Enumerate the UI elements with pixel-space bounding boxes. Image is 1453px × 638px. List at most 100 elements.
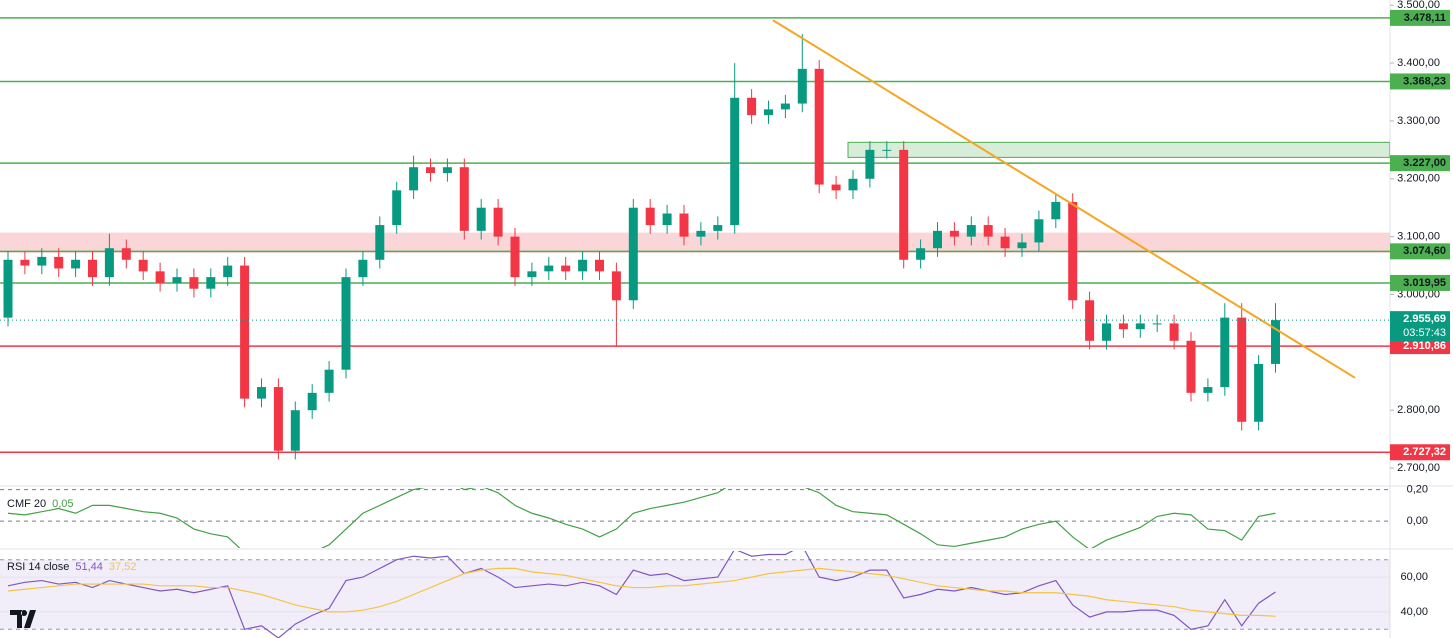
level-label-bg — [1390, 338, 1450, 355]
candle-body — [1135, 323, 1145, 330]
level-label-bg — [1390, 155, 1450, 172]
candle-body — [223, 265, 233, 278]
candle-body — [206, 277, 216, 289]
level-label-bg — [1390, 243, 1450, 260]
y-tick-label: 3.400,00 — [1397, 57, 1440, 69]
candle-body — [409, 167, 419, 191]
candle-body — [71, 259, 81, 269]
candle-body — [1034, 219, 1044, 243]
candle-body — [595, 259, 604, 272]
candle-body — [172, 277, 182, 283]
level-label-bg — [1390, 444, 1450, 461]
y-tick-label: 0,00 — [1407, 515, 1428, 527]
candle-body — [476, 207, 486, 231]
price-pane — [0, 17, 1390, 460]
candle-body — [1237, 317, 1247, 422]
rsi-band — [0, 559, 1390, 630]
y-tick-label: 2.700,00 — [1397, 462, 1440, 474]
candle-body — [848, 178, 858, 191]
candle-body — [713, 225, 723, 231]
candle-body — [544, 265, 554, 272]
candle-body — [375, 225, 385, 260]
y-tick-label: 3.300,00 — [1397, 115, 1440, 127]
pane-title: RSI 14 close — [7, 561, 69, 573]
level-label: 2.910,86 — [1403, 340, 1446, 352]
candle-body — [341, 277, 351, 370]
candle-body — [628, 207, 638, 301]
candle-body — [578, 259, 588, 272]
candle-body — [426, 167, 435, 173]
zone — [847, 141, 1390, 158]
y-tick-label: 3.000,00 — [1397, 288, 1440, 300]
level-label: 3.074,60 — [1403, 245, 1446, 257]
candle-body — [949, 230, 959, 237]
candle-body — [1220, 317, 1230, 388]
candle-body — [1000, 236, 1010, 249]
level-label: 3.019,95 — [1403, 277, 1446, 289]
candle-body — [1203, 387, 1213, 393]
level-label: 2.727,32 — [1403, 446, 1446, 458]
candle-body — [290, 410, 300, 451]
candle-body — [189, 277, 199, 289]
y-tick-label: 3.200,00 — [1397, 173, 1440, 185]
rsi-pane — [0, 551, 1390, 638]
candle-body — [899, 149, 909, 260]
candle-body — [324, 369, 334, 393]
candle-body — [1186, 340, 1196, 393]
candle-body — [358, 259, 368, 278]
level-label-bg — [1390, 274, 1450, 291]
candle-body — [240, 265, 250, 399]
level-label-bg — [1390, 9, 1450, 26]
y-tick-label: 0,20 — [1407, 483, 1428, 495]
candle-body — [121, 248, 131, 260]
candle-body — [662, 213, 672, 226]
candle-body — [1169, 323, 1179, 341]
candle-body — [611, 271, 621, 301]
candle-body — [814, 68, 824, 185]
candle-body — [20, 259, 30, 266]
candle-body — [527, 271, 537, 278]
pane-value: 0,05 — [52, 498, 73, 510]
countdown: 03:57:43 — [1403, 327, 1446, 339]
candle-body — [459, 167, 469, 231]
candle-body — [645, 207, 655, 226]
indicator-line — [7, 567, 1276, 617]
candle-body — [933, 230, 942, 249]
last-price-bg — [1390, 311, 1450, 342]
price-axis: 3.500,00 3.400,00 3.300,00 3.200,00 3.100,00… — [1390, 0, 1450, 618]
pane-value: 37,52 — [109, 561, 137, 573]
candle-body — [493, 207, 503, 237]
candle-body — [88, 259, 97, 278]
candle-body — [37, 256, 47, 266]
candle-body — [1102, 323, 1111, 341]
tradingview-logo — [10, 610, 36, 628]
candle-body — [273, 387, 283, 451]
candle-body — [1051, 201, 1061, 220]
candle-body — [510, 236, 520, 278]
candle-body — [1152, 323, 1162, 325]
candle-body — [1271, 320, 1280, 364]
level-label-bg — [1390, 73, 1450, 90]
candle-body — [54, 256, 64, 269]
y-tick-label: 60,00 — [1400, 571, 1428, 583]
candle-body — [1085, 300, 1095, 341]
indicator-line — [7, 488, 1276, 548]
y-tick-label: 40,00 — [1400, 606, 1428, 618]
level-label: 3.368,23 — [1403, 75, 1446, 87]
y-tick-label: 3.500,00 — [1397, 0, 1440, 11]
candle-body — [797, 68, 807, 104]
zone — [0, 232, 1390, 253]
candle-body — [983, 225, 993, 237]
candle-body — [780, 103, 790, 110]
candle-body — [730, 97, 740, 226]
candle-body — [696, 230, 706, 237]
candle-body — [1017, 242, 1027, 249]
level-label: 3.478,11 — [1404, 12, 1446, 24]
last-price-label: 2.955,69 — [1403, 313, 1446, 325]
candle-body — [3, 259, 13, 318]
candle-body — [155, 271, 165, 283]
trendline — [772, 19, 1356, 379]
candle-body — [865, 149, 875, 179]
cmf-pane — [0, 488, 1390, 548]
